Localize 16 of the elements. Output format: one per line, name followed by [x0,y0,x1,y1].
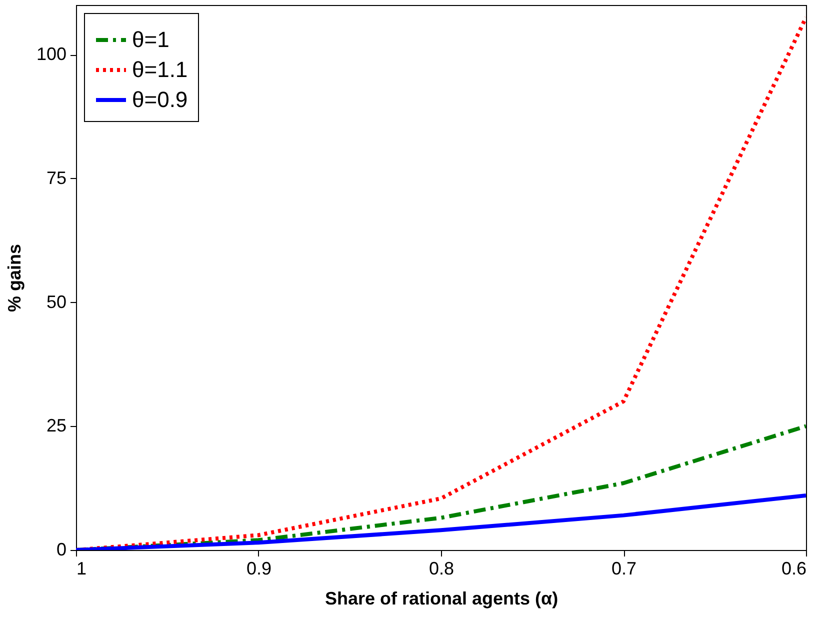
x-tick-label: 1 [76,558,87,578]
legend-label: θ=1 [132,27,170,52]
y-tick-label: 0 [56,540,66,560]
x-axis-title: Share of rational agents (α) [324,588,558,608]
y-axis-title: % gains [4,244,24,312]
legend-label: θ=0.9 [132,87,188,112]
x-tick-label: 0.6 [781,558,806,578]
y-tick-label: 25 [46,416,66,436]
y-tick-label: 75 [46,168,66,188]
x-tick-label: 0.9 [246,558,272,578]
y-tick-label: 50 [46,292,66,312]
legend-label: θ=1.1 [132,57,188,82]
line-series [76,494,806,550]
y-tick-label: 100 [36,44,66,64]
x-tick-label: 0.7 [611,558,637,578]
x-tick-label: 0.8 [428,558,454,578]
